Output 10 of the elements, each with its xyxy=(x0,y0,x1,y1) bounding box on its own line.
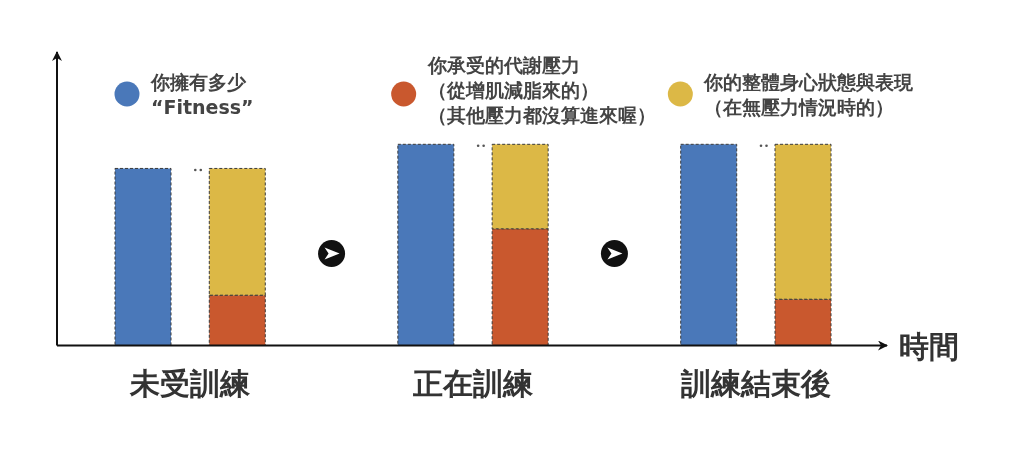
bar xyxy=(397,143,455,346)
legend-label: 你擁有多少“Fitness” xyxy=(150,70,254,118)
bar xyxy=(680,143,738,346)
text: 正在訓練 xyxy=(412,365,534,401)
text: 未受訓練 xyxy=(129,365,252,401)
text: 訓練結束後 xyxy=(679,365,831,401)
bar xyxy=(114,167,172,346)
legend-label: 你承受的代謝壓力（從增肌減脂來的）（其他壓力都沒算進來喔） xyxy=(426,54,656,126)
legend-label: 你的整體身心狀態與表現（在無壓力情況時的） xyxy=(703,70,915,118)
x-axis-title: 時間 xyxy=(899,328,959,364)
